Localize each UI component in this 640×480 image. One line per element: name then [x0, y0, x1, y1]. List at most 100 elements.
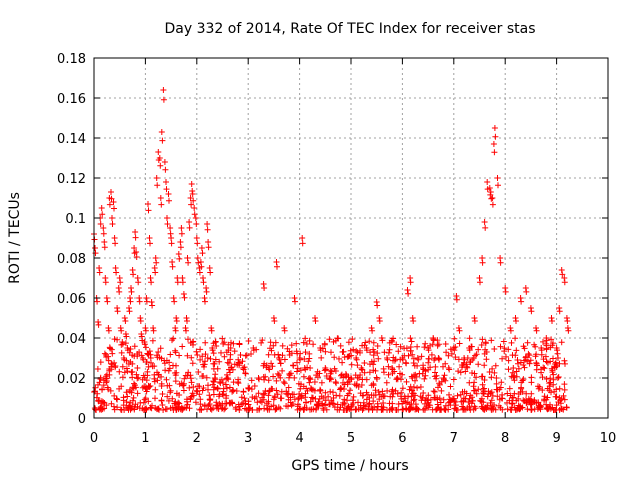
- data-point: [410, 405, 416, 412]
- data-point: [157, 345, 164, 352]
- data-point: [508, 407, 515, 413]
- data-point: [108, 189, 114, 195]
- data-point: [143, 344, 149, 351]
- data-point: [320, 405, 327, 412]
- data-point: [323, 373, 330, 379]
- data-point: [541, 365, 548, 372]
- data-point: [181, 375, 188, 382]
- data-point: [255, 390, 262, 397]
- data-point: [205, 382, 211, 389]
- data-point: [167, 387, 174, 394]
- data-point: [440, 396, 447, 403]
- data-point: [479, 336, 486, 343]
- data-point: [277, 374, 284, 381]
- data-point: [101, 400, 108, 406]
- data-point: [188, 181, 195, 187]
- data-point: [172, 404, 179, 411]
- data-point: [214, 402, 221, 409]
- data-point: [249, 394, 256, 401]
- data-point: [145, 201, 151, 207]
- data-point: [338, 372, 344, 379]
- data-point: [349, 397, 356, 404]
- data-point: [414, 384, 421, 391]
- data-point: [519, 404, 526, 411]
- data-point: [330, 338, 337, 345]
- data-point: [413, 373, 420, 380]
- data-point: [285, 390, 292, 397]
- data-point: [177, 244, 184, 251]
- data-point: [498, 379, 505, 386]
- data-point: [410, 360, 417, 366]
- data-point: [169, 395, 176, 402]
- data-point: [410, 384, 417, 390]
- data-point: [526, 398, 533, 405]
- data-point: [479, 259, 486, 266]
- data-point: [202, 339, 209, 346]
- x-axis-label: GPS time / hours: [291, 458, 408, 474]
- data-point: [432, 369, 438, 376]
- data-point: [109, 215, 115, 221]
- data-point: [491, 346, 498, 352]
- data-point: [359, 392, 366, 399]
- data-point: [177, 239, 184, 245]
- data-point: [187, 395, 194, 401]
- data-point: [504, 399, 510, 406]
- data-point: [140, 356, 147, 363]
- data-point: [279, 367, 286, 374]
- data-point: [348, 361, 355, 368]
- data-point: [539, 387, 546, 394]
- data-point: [563, 404, 570, 411]
- data-point: [152, 395, 158, 402]
- data-point: [395, 401, 402, 407]
- data-point: [157, 195, 164, 201]
- data-point: [379, 388, 386, 395]
- data-point: [223, 400, 230, 407]
- data-point: [311, 379, 318, 385]
- data-point: [528, 374, 535, 381]
- data-point: [232, 406, 239, 412]
- data-point: [185, 259, 192, 266]
- data-point: [461, 356, 468, 363]
- data-point: [331, 404, 338, 411]
- data-point: [531, 406, 538, 413]
- data-point: [561, 357, 568, 364]
- data-point: [121, 407, 128, 413]
- data-point: [218, 405, 225, 412]
- data-point: [165, 191, 172, 197]
- x-tick-label: 1: [141, 431, 149, 446]
- data-point: [178, 380, 185, 387]
- data-point: [446, 366, 453, 373]
- data-point: [264, 406, 271, 413]
- data-point: [206, 392, 213, 399]
- data-point: [161, 159, 168, 165]
- data-point: [164, 221, 171, 227]
- data-point: [103, 295, 110, 301]
- data-point: [429, 406, 436, 413]
- data-point: [517, 389, 524, 396]
- data-point: [179, 279, 186, 286]
- data-point: [345, 390, 352, 397]
- data-point: [398, 389, 405, 396]
- data-point: [380, 365, 387, 372]
- data-point: [111, 406, 118, 413]
- data-point: [317, 387, 324, 394]
- data-point: [561, 381, 568, 388]
- data-point: [207, 355, 214, 362]
- data-point: [353, 347, 360, 354]
- data-point: [389, 366, 396, 373]
- y-tick-labels: 0 0.02 0.04 0.06 0.08 0.1 0.12 0.14 0.16 0.18: [57, 52, 86, 427]
- data-point: [216, 393, 222, 400]
- data-point: [106, 367, 113, 374]
- data-point: [196, 391, 203, 398]
- data-point: [184, 401, 191, 408]
- data-point: [405, 290, 412, 297]
- data-point: [422, 340, 429, 347]
- data-point: [402, 359, 409, 366]
- data-point: [553, 386, 560, 393]
- data-point: [268, 360, 275, 367]
- data-point: [224, 371, 230, 378]
- data-point: [322, 366, 329, 373]
- data-point: [256, 376, 262, 383]
- data-point: [475, 346, 482, 353]
- data-point: [330, 395, 337, 401]
